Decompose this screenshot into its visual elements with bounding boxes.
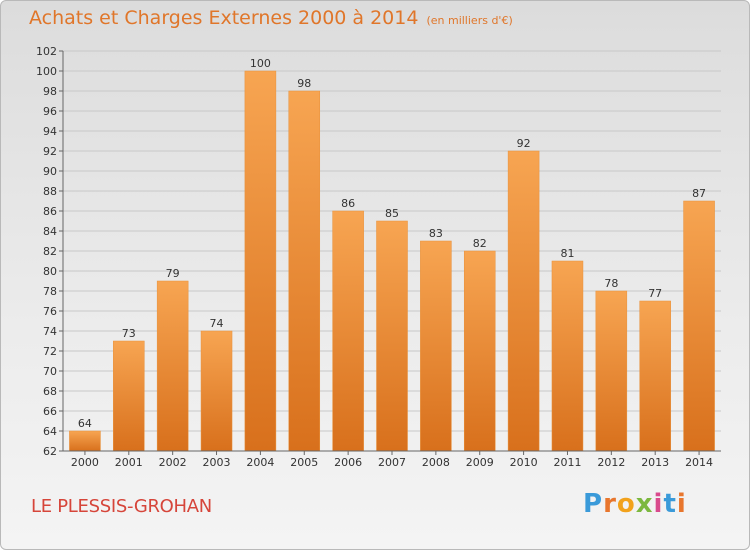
y-tick-label: 92 bbox=[43, 145, 57, 158]
x-tick-label: 2007 bbox=[378, 456, 406, 469]
logo-letter: r bbox=[603, 489, 617, 519]
bar-value-label: 85 bbox=[385, 207, 399, 220]
bar-value-label: 92 bbox=[517, 137, 531, 150]
logo-letter: i bbox=[653, 489, 664, 519]
x-tick-label: 2001 bbox=[115, 456, 143, 469]
bar-value-label: 83 bbox=[429, 227, 443, 240]
bar-2000 bbox=[69, 430, 101, 452]
logo-letter: t bbox=[663, 489, 677, 519]
bar-2011 bbox=[551, 260, 584, 452]
y-tick-label: 74 bbox=[43, 325, 57, 338]
x-tick-label: 2011 bbox=[553, 456, 581, 469]
y-tick-label: 68 bbox=[43, 385, 57, 398]
x-tick-label: 2002 bbox=[159, 456, 187, 469]
commune-name: LE PLESSIS-GROHAN bbox=[31, 496, 212, 517]
bar-value-label: 87 bbox=[692, 187, 706, 200]
y-tick-label: 72 bbox=[43, 345, 57, 358]
bar-2009 bbox=[463, 250, 496, 452]
bar-2002 bbox=[156, 280, 189, 452]
bar-value-label: 82 bbox=[473, 237, 487, 250]
proxiti-logo: Proxiti bbox=[583, 489, 687, 519]
y-tick-label: 86 bbox=[43, 205, 57, 218]
bar-value-label: 98 bbox=[297, 77, 311, 90]
y-tick-label: 78 bbox=[43, 285, 57, 298]
bar-value-label: 78 bbox=[604, 277, 618, 290]
bar-value-label: 100 bbox=[250, 57, 271, 70]
x-tick-label: 2012 bbox=[597, 456, 625, 469]
bar-value-label: 74 bbox=[210, 317, 224, 330]
bar-2006 bbox=[332, 210, 364, 452]
bars: 64 73 79 74 100 98 86 85 83 82 92 81 78 77 87 bbox=[69, 57, 715, 452]
bar-2010 bbox=[507, 150, 540, 452]
bar-2007 bbox=[376, 220, 408, 452]
bar-value-label: 73 bbox=[122, 327, 136, 340]
bar-2001 bbox=[113, 340, 145, 452]
bar-2013 bbox=[639, 300, 671, 452]
bar-value-label: 64 bbox=[78, 417, 92, 430]
logo-letter: P bbox=[583, 489, 604, 519]
y-tick-label: 100 bbox=[36, 65, 57, 78]
y-tick-label: 102 bbox=[36, 45, 57, 58]
x-tick-label: 2005 bbox=[290, 456, 318, 469]
bar-value-label: 81 bbox=[560, 247, 574, 260]
x-tick-label: 2008 bbox=[422, 456, 450, 469]
bar-2003 bbox=[200, 330, 233, 452]
y-tick-label: 98 bbox=[43, 85, 57, 98]
bar-value-label: 86 bbox=[341, 197, 355, 210]
bar-2005 bbox=[288, 90, 321, 452]
x-tick-label: 2004 bbox=[246, 456, 274, 469]
y-tick-label: 82 bbox=[43, 245, 57, 258]
bar-2004 bbox=[244, 70, 277, 452]
chart-title-text: Achats et Charges Externes 2000 à 2014 bbox=[29, 7, 419, 29]
x-tick-label: 2003 bbox=[203, 456, 231, 469]
y-tick-label: 96 bbox=[43, 105, 57, 118]
logo-letter: i bbox=[676, 489, 687, 519]
chart-title: Achats et Charges Externes 2000 à 2014 (e… bbox=[29, 7, 513, 29]
x-tick-label: 2014 bbox=[685, 456, 713, 469]
y-tick-label: 90 bbox=[43, 165, 57, 178]
chart-unit: (en milliers d'€) bbox=[426, 14, 513, 27]
y-tick-label: 84 bbox=[43, 225, 57, 238]
y-tick-label: 76 bbox=[43, 305, 57, 318]
logo-letter: x bbox=[635, 489, 654, 519]
bar-value-label: 77 bbox=[648, 287, 662, 300]
y-tick-label: 80 bbox=[43, 265, 57, 278]
y-tick-label: 94 bbox=[43, 125, 57, 138]
bar-value-label: 79 bbox=[166, 267, 180, 280]
bar-2008 bbox=[420, 240, 452, 452]
y-tick-label: 66 bbox=[43, 405, 57, 418]
x-tick-label: 2000 bbox=[71, 456, 99, 469]
bar-2014 bbox=[683, 200, 715, 452]
x-tick-label: 2009 bbox=[466, 456, 494, 469]
x-tick-label: 2013 bbox=[641, 456, 669, 469]
y-tick-label: 88 bbox=[43, 185, 57, 198]
y-tick-label: 62 bbox=[43, 445, 57, 458]
y-tick-label: 64 bbox=[43, 425, 57, 438]
logo-letter: o bbox=[616, 489, 636, 519]
x-tick-label: 2006 bbox=[334, 456, 362, 469]
bar-2012 bbox=[595, 290, 628, 452]
y-tick-label: 70 bbox=[43, 365, 57, 378]
axes: 62 64 66 68 70 72 74 76 78 80 82 84 86 88 90 92 94 96 98 10… bbox=[36, 45, 721, 469]
x-tick-label: 2010 bbox=[510, 456, 538, 469]
